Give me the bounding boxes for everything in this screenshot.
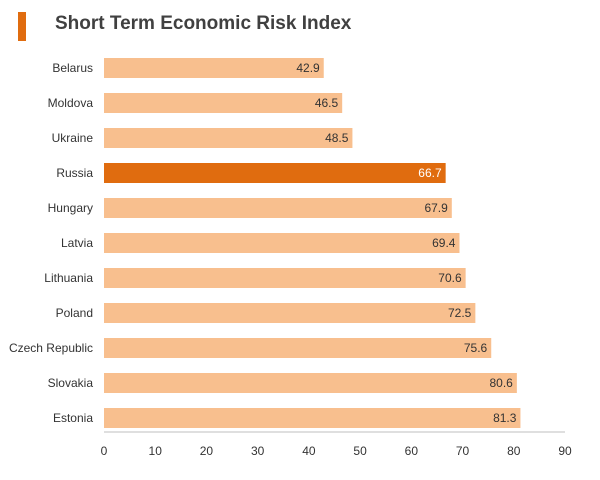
category-label: Lithuania	[44, 271, 93, 285]
x-tick-label: 0	[101, 444, 108, 458]
category-label: Hungary	[48, 201, 93, 215]
x-tick-label: 80	[507, 444, 521, 458]
bar-czech-republic	[104, 338, 492, 358]
x-tick-label: 40	[302, 444, 316, 458]
x-tick-label: 50	[353, 444, 367, 458]
x-tick-label: 10	[149, 444, 163, 458]
bar-hungary	[104, 198, 452, 218]
bar-russia	[104, 163, 446, 183]
x-tick-label: 60	[405, 444, 419, 458]
category-label: Belarus	[52, 61, 93, 75]
value-label: 66.7	[418, 166, 442, 180]
value-label: 75.6	[464, 341, 488, 355]
category-label: Poland	[56, 306, 93, 320]
category-label: Russia	[56, 166, 93, 180]
category-label: Slovakia	[48, 376, 94, 390]
value-label: 46.5	[315, 96, 339, 110]
x-tick-label: 30	[251, 444, 265, 458]
category-label: Ukraine	[52, 131, 94, 145]
value-label: 70.6	[438, 271, 462, 285]
value-label: 72.5	[448, 306, 472, 320]
bar-ukraine	[104, 128, 353, 148]
bar-poland	[104, 303, 476, 323]
x-tick-label: 70	[456, 444, 470, 458]
category-label: Estonia	[53, 411, 93, 425]
bar-belarus	[104, 58, 324, 78]
chart-title: Short Term Economic Risk Index	[55, 13, 352, 34]
title-accent-bar	[18, 12, 26, 41]
category-label: Czech Republic	[9, 341, 93, 355]
x-tick-label: 20	[200, 444, 214, 458]
value-label: 67.9	[424, 201, 448, 215]
bar-latvia	[104, 233, 460, 253]
bar-slovakia	[104, 373, 517, 393]
category-label: Latvia	[61, 236, 93, 250]
bar-estonia	[104, 408, 521, 428]
value-label: 48.5	[325, 131, 349, 145]
bar-lithuania	[104, 268, 466, 288]
value-label: 81.3	[493, 411, 517, 425]
value-label: 42.9	[296, 61, 320, 75]
bar-moldova	[104, 93, 343, 113]
value-label: 69.4	[432, 236, 456, 250]
category-label: Moldova	[48, 96, 94, 110]
chart-header: Short Term Economic Risk Index	[0, 0, 600, 50]
x-tick-label: 90	[558, 444, 572, 458]
value-label: 80.6	[489, 376, 513, 390]
